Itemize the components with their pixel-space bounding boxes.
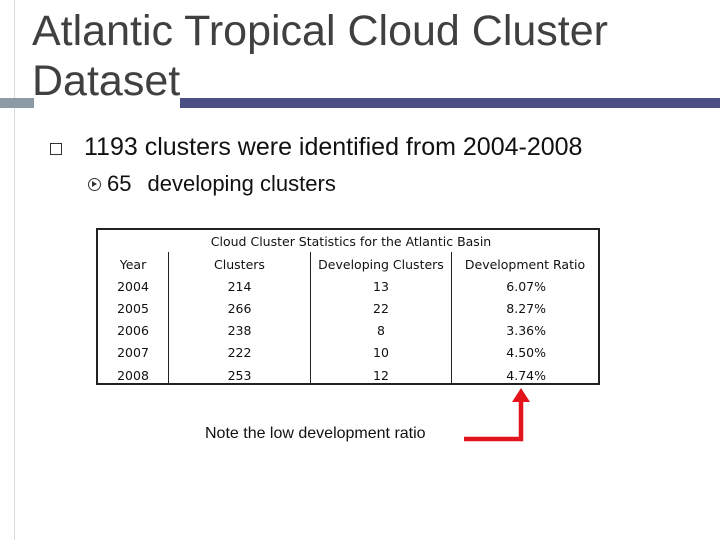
cell-clusters: 222: [227, 345, 252, 360]
cell-clusters: 266: [227, 301, 252, 316]
cell-developing: 8: [377, 323, 385, 338]
cell-year: 2008: [117, 368, 149, 383]
cell-ratio: 8.27%: [506, 301, 546, 316]
cell-year: 2007: [117, 345, 149, 360]
red-elbow-arrow-icon: [464, 388, 530, 442]
table-caption: Cloud Cluster Statistics for the Atlanti…: [210, 234, 492, 249]
cell-clusters: 253: [227, 368, 252, 383]
cell-ratio: 4.50%: [506, 345, 546, 360]
cell-ratio: 3.36%: [506, 323, 546, 338]
title-underline-left: [0, 98, 34, 108]
header-year: Year: [119, 257, 147, 272]
sub-bullet-number: 65: [107, 171, 132, 196]
circle-arrow-bullet-icon: [88, 177, 101, 191]
cell-clusters: 214: [227, 279, 252, 294]
cell-developing: 12: [373, 368, 389, 383]
column-divider: [168, 252, 169, 383]
cell-year: 2005: [117, 301, 149, 316]
column-divider: [310, 252, 311, 383]
cell-developing: 22: [373, 301, 389, 316]
cell-year: 2006: [117, 323, 149, 338]
callout-note: Note the low development ratio: [205, 425, 426, 442]
cell-year: 2004: [117, 279, 149, 294]
main-bullet: 1193 clusters were identified from 2004-…: [50, 133, 582, 162]
sub-bullet: 65 developing clusters: [88, 171, 336, 197]
header-ratio: Development Ratio: [464, 257, 586, 272]
slide-title: Atlantic Tropical Cloud Cluster Dataset: [32, 7, 608, 105]
header-developing: Developing Clusters: [318, 257, 444, 272]
cell-ratio: 6.07%: [506, 279, 546, 294]
left-edge-rule: [14, 0, 15, 540]
header-clusters: Clusters: [214, 257, 265, 272]
cell-ratio: 4.74%: [506, 368, 546, 383]
statistics-table: Cloud Cluster Statistics for the Atlanti…: [96, 228, 600, 385]
title-underline: [180, 98, 720, 108]
cell-developing: 10: [373, 345, 389, 360]
square-bullet-icon: [50, 142, 62, 155]
cell-clusters: 238: [227, 323, 252, 338]
column-divider: [451, 252, 452, 383]
cell-developing: 13: [373, 279, 389, 294]
main-bullet-text: 1193 clusters were identified from 2004-…: [84, 133, 583, 161]
sub-bullet-text: developing clusters: [147, 171, 336, 196]
